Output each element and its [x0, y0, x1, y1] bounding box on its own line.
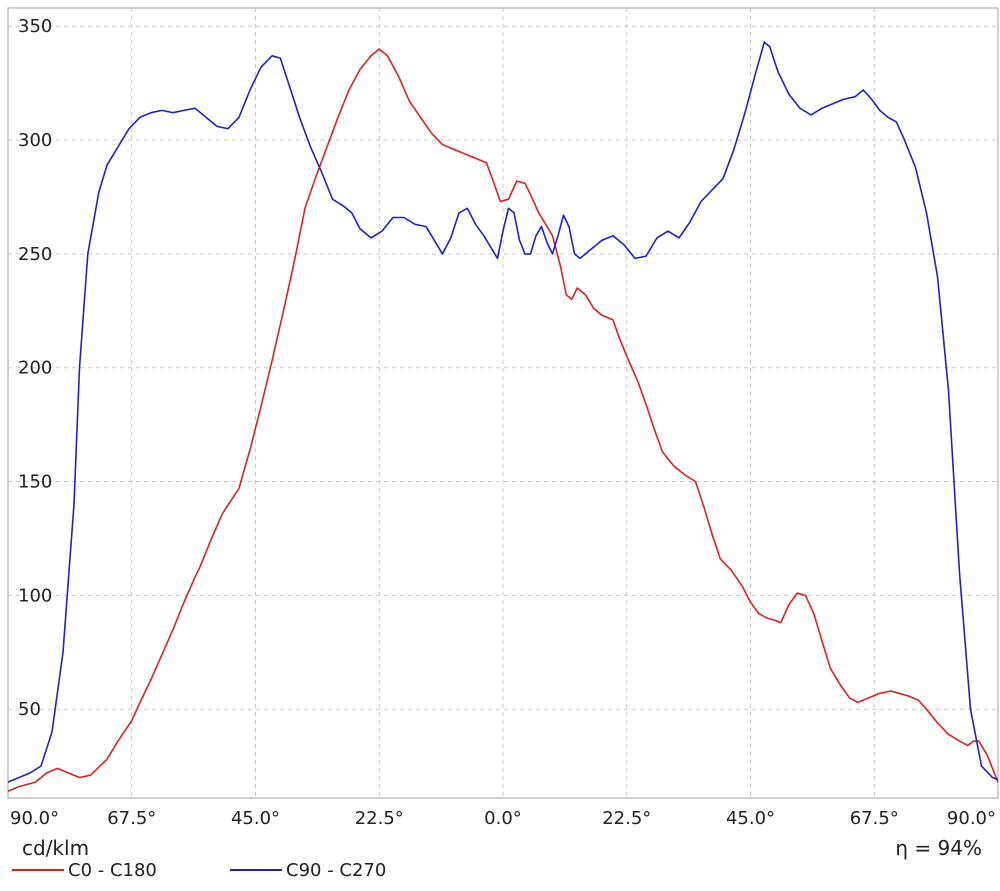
series-line-c0-c180	[8, 48, 998, 792]
x-tick-label: 67.5°	[850, 808, 899, 829]
y-axis-unit-label: cd/klm	[22, 836, 89, 860]
legend-label: C90 - C270	[286, 860, 386, 881]
y-tick-label: 50	[18, 699, 41, 720]
legend-label: C0 - C180	[68, 860, 157, 881]
x-tick-label: 90.0°	[947, 808, 996, 829]
x-tick-label: 45.0°	[726, 808, 775, 829]
legend: C0 - C180 C90 - C270	[12, 860, 386, 881]
grid-lines	[8, 8, 998, 798]
y-tick-label: 100	[18, 585, 52, 606]
x-tick-label: 67.5°	[107, 808, 156, 829]
x-tick-label: 45.0°	[231, 808, 280, 829]
efficiency-label: η = 94%	[895, 836, 982, 860]
y-tick-labels: 50 100 150 200 250 300 350	[18, 16, 52, 720]
y-tick-label: 150	[18, 472, 52, 493]
x-tick-label: 0.0°	[484, 808, 522, 829]
x-tick-label: 90.0°	[10, 808, 59, 829]
y-tick-label: 250	[18, 244, 52, 265]
x-tick-label: 22.5°	[355, 808, 404, 829]
y-tick-label: 350	[18, 16, 52, 37]
x-tick-labels: 90.0° 67.5° 45.0° 22.5° 0.0° 22.5° 45.0° 67.5° 9…	[10, 808, 996, 829]
y-tick-label: 200	[18, 358, 52, 379]
x-tick-label: 22.5°	[602, 808, 651, 829]
series-lines	[8, 41, 998, 792]
series-line-c90-c270	[8, 41, 998, 783]
y-tick-label: 300	[18, 130, 52, 151]
